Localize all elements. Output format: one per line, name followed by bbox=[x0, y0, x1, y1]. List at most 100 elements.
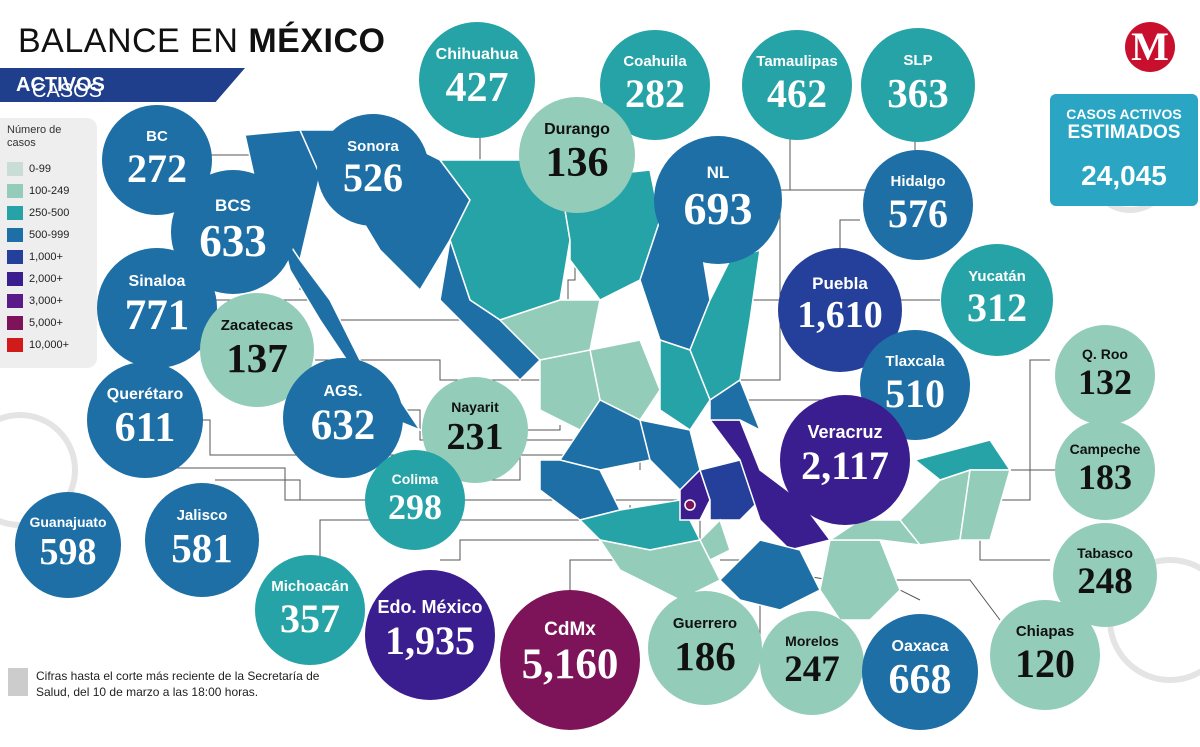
state-name: Puebla bbox=[812, 274, 868, 294]
estimated-active-cases-box: CASOS ACTIVOS ESTIMADOS 24,045 bbox=[1050, 94, 1198, 206]
legend-swatch bbox=[7, 294, 23, 308]
estimated-label-line2: ESTIMADOS bbox=[1067, 122, 1181, 143]
state-bubble: Nayarit 231 bbox=[422, 377, 528, 483]
state-name: Edo. México bbox=[377, 597, 483, 618]
state-value: 510 bbox=[885, 370, 945, 416]
state-bubble: Jalisco 581 bbox=[145, 483, 259, 597]
state-value: 231 bbox=[446, 416, 504, 459]
state-value: 668 bbox=[888, 656, 952, 703]
state-value: 633 bbox=[199, 215, 267, 266]
state-value: 693 bbox=[683, 183, 753, 235]
state-value: 1,610 bbox=[797, 293, 883, 336]
state-value: 298 bbox=[388, 487, 442, 527]
legend-label: 5,000+ bbox=[29, 317, 63, 329]
state-name: Coahuila bbox=[623, 53, 687, 71]
state-value: 272 bbox=[127, 145, 187, 191]
state-name: Querétaro bbox=[106, 386, 184, 404]
state-name: Tabasco bbox=[1077, 544, 1133, 561]
state-bubble: CdMx 5,160 bbox=[500, 590, 640, 730]
state-value: 576 bbox=[888, 190, 948, 236]
legend-swatch bbox=[7, 250, 23, 264]
state-value: 248 bbox=[1077, 561, 1133, 603]
state-bubble: Morelos 247 bbox=[760, 611, 864, 715]
state-name: Michoacán bbox=[271, 578, 349, 596]
state-bubble: Colima 298 bbox=[365, 450, 465, 550]
state-value: 132 bbox=[1078, 362, 1132, 402]
state-name: Guanajuato bbox=[29, 514, 107, 531]
estimated-label-line1: CASOS ACTIVOS bbox=[1066, 106, 1182, 122]
state-bubble: Chihuahua 427 bbox=[419, 22, 535, 138]
state-value: 526 bbox=[343, 155, 403, 201]
state-bubble: Chiapas 120 bbox=[990, 600, 1100, 710]
legend-label: 1,000+ bbox=[29, 251, 63, 263]
legend-swatch bbox=[7, 228, 23, 242]
state-bubble: Durango 136 bbox=[519, 97, 635, 213]
state-name: Hidalgo bbox=[890, 173, 946, 191]
state-name: Tlaxcala bbox=[885, 353, 945, 371]
state-value: 136 bbox=[545, 139, 609, 186]
legend-swatch bbox=[7, 162, 23, 176]
state-name: Sinaloa bbox=[128, 273, 186, 291]
state-bubble: AGS. 632 bbox=[283, 358, 403, 478]
legend-swatch bbox=[7, 272, 23, 286]
page-subtitle: CASOS ACTIVOS bbox=[0, 68, 245, 102]
state-bubble: Oaxaca 668 bbox=[862, 614, 978, 730]
state-bubble: Q. Roo 132 bbox=[1055, 325, 1155, 425]
state-bubble: Hidalgo 576 bbox=[863, 150, 973, 260]
state-value: 183 bbox=[1078, 457, 1132, 497]
state-value: 462 bbox=[767, 70, 827, 116]
state-value: 363 bbox=[887, 70, 949, 117]
legend-label: 3,000+ bbox=[29, 295, 63, 307]
state-name: Oaxaca bbox=[891, 638, 949, 656]
legend-swatch bbox=[7, 206, 23, 220]
state-name: CdMx bbox=[544, 619, 596, 641]
state-name: Campeche bbox=[1069, 441, 1141, 457]
legend-title: Número de casos bbox=[7, 124, 62, 149]
legend-swatch bbox=[7, 184, 23, 198]
state-name: Sonora bbox=[347, 137, 399, 155]
legend-label: 0-99 bbox=[29, 163, 52, 175]
state-name: Guerrero bbox=[672, 614, 738, 632]
state-name: SLP bbox=[903, 51, 933, 69]
state-value: 427 bbox=[445, 64, 509, 111]
state-name: Colima bbox=[391, 471, 439, 487]
state-bubble: Veracruz 2,117 bbox=[780, 395, 910, 525]
state-value: 1,935 bbox=[385, 617, 475, 663]
state-name: Q. Roo bbox=[1082, 346, 1128, 362]
state-bubble: Michoacán 357 bbox=[255, 555, 365, 665]
state-name: Yucatán bbox=[968, 267, 1026, 285]
state-value: 186 bbox=[674, 633, 736, 680]
state-value: 771 bbox=[124, 292, 190, 340]
state-name: Durango bbox=[544, 121, 610, 139]
state-name: Jalisco bbox=[176, 506, 228, 524]
state-name: Chiapas bbox=[1015, 623, 1075, 641]
state-bubble: NL 693 bbox=[654, 136, 782, 264]
state-value: 137 bbox=[226, 335, 288, 382]
state-value: 611 bbox=[114, 404, 176, 451]
milenio-logo: M bbox=[1125, 22, 1175, 72]
state-bubble: Sinaloa 771 bbox=[97, 248, 217, 368]
legend-label: 2,000+ bbox=[29, 273, 63, 285]
state-value: 632 bbox=[310, 402, 376, 450]
note-marker bbox=[8, 668, 28, 696]
state-value: 312 bbox=[967, 285, 1027, 331]
state-name: BC bbox=[146, 128, 168, 146]
estimated-value: 24,045 bbox=[1081, 160, 1167, 191]
state-name: Nayarit bbox=[451, 399, 499, 416]
state-name: Chihuahua bbox=[435, 46, 519, 64]
state-value: 5,160 bbox=[521, 641, 619, 689]
legend-label: 500-999 bbox=[29, 229, 70, 241]
legend-label: 250-500 bbox=[29, 207, 70, 219]
source-note: Cifras hasta el corte más reciente de la… bbox=[36, 669, 320, 699]
state-value: 581 bbox=[171, 525, 233, 572]
page-title: BALANCE EN MÉXICO bbox=[18, 22, 386, 60]
state-name: AGS. bbox=[323, 383, 363, 401]
state-name: Tamaulipas bbox=[756, 53, 838, 71]
legend: Número de casos 0-99 100-249 250-500 500-99… bbox=[0, 118, 97, 368]
state-name: Zacatecas bbox=[220, 316, 294, 334]
state-bubble: Campeche 183 bbox=[1055, 420, 1155, 520]
state-bubble: Yucatán 312 bbox=[941, 244, 1053, 356]
state-bubble: Sonora 526 bbox=[317, 114, 429, 226]
state-value: 598 bbox=[39, 531, 97, 574]
